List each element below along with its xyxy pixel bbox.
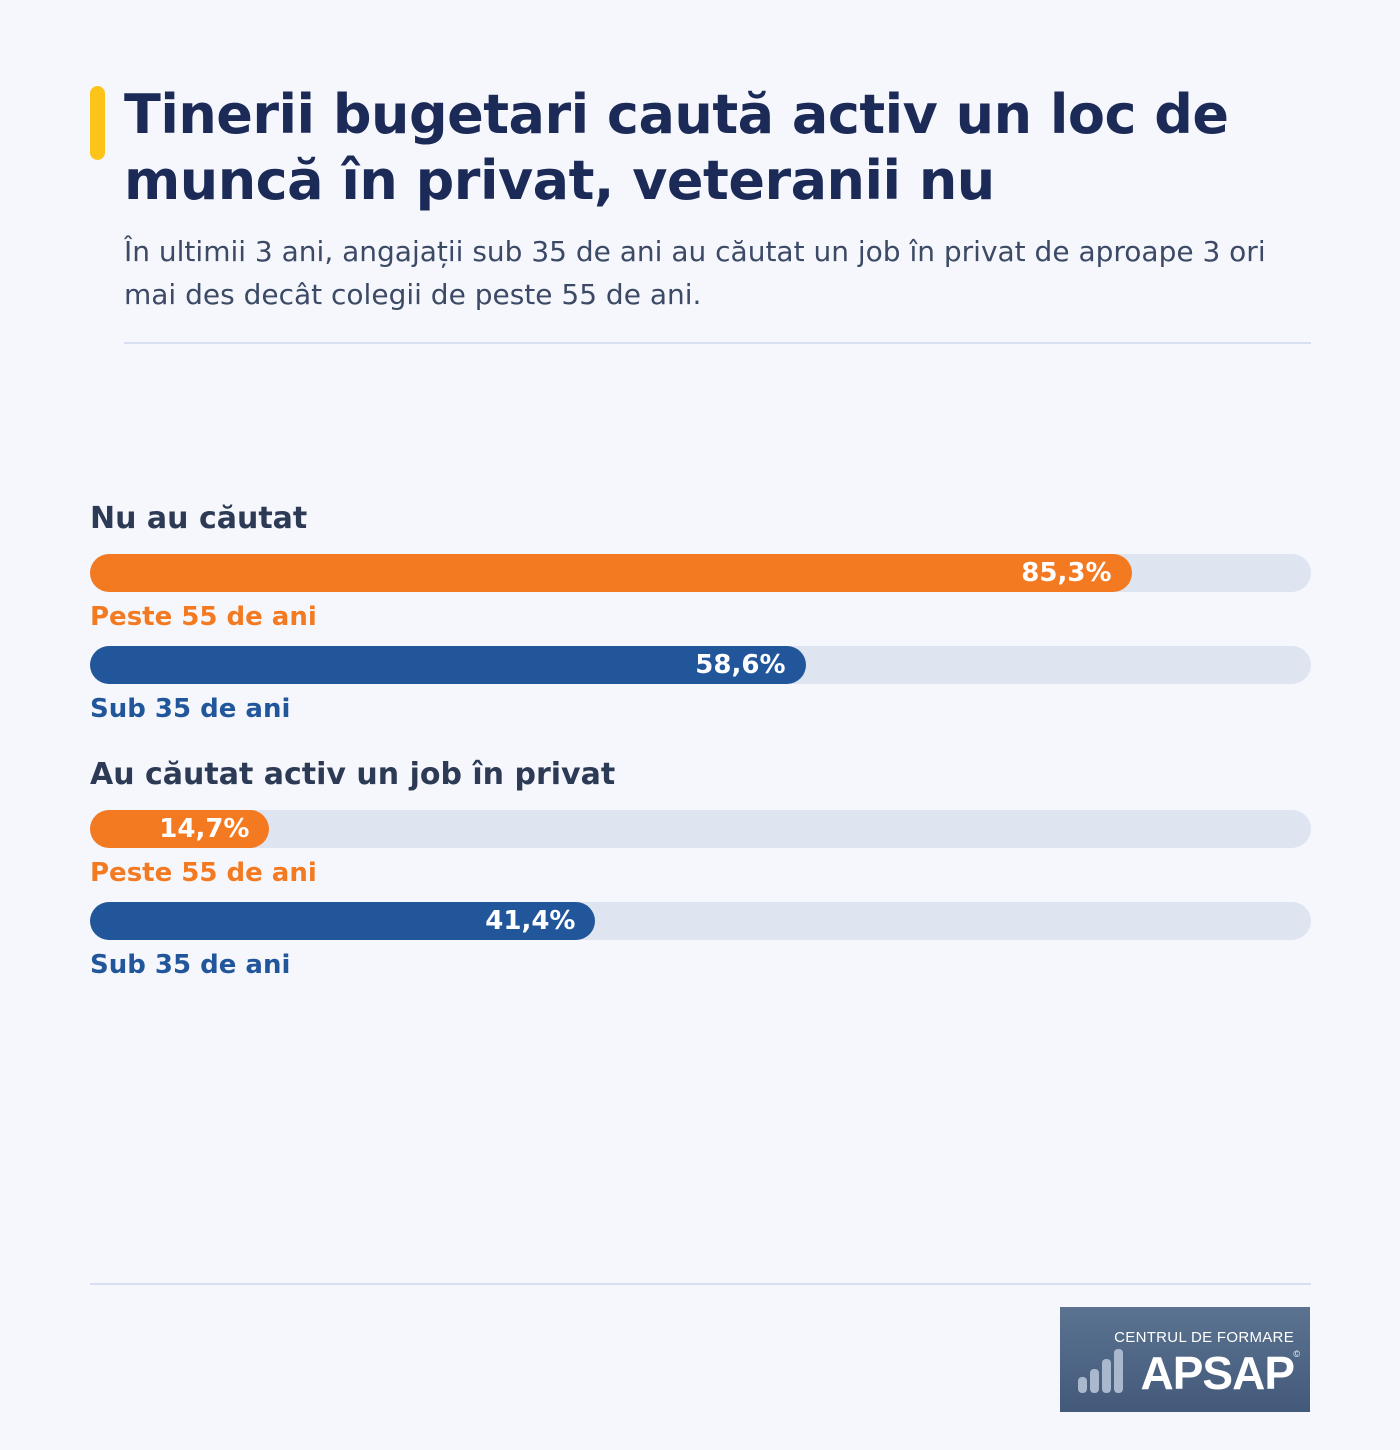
page-title: Tinerii bugetari caută activ un loc de m…: [124, 83, 1229, 212]
bar-value-label: 41,4%: [485, 906, 576, 936]
chart-group: Au căutat activ un job în privat 14,7% Pes…: [90, 756, 1311, 982]
bar-value-label: 58,6%: [695, 650, 786, 680]
bar-fill: 14,7%: [90, 810, 270, 848]
chart-group: Nu au căutat 85,3% Peste 55 de ani 58,6% Sub…: [90, 500, 1311, 726]
divider-bottom: [90, 1283, 1311, 1285]
series-label: Sub 35 de ani: [90, 950, 291, 980]
page-subtitle: În ultimii 3 ani, angajații sub 35 de an…: [124, 235, 1266, 311]
bar-track: 14,7%: [90, 810, 1311, 848]
bar-track: 41,4%: [90, 902, 1311, 940]
bar-fill: 85,3%: [90, 554, 1132, 592]
title-accent-bar: [90, 86, 105, 160]
logo-registered-mark: ©: [1293, 1349, 1300, 1359]
logo-subtitle: CENTRUL DE FORMARE: [1114, 1329, 1294, 1346]
series-label: Peste 55 de ani: [90, 858, 317, 888]
bar-chart: Nu au căutat 85,3% Peste 55 de ani 58,6% Sub…: [90, 490, 1311, 1012]
bar-value-label: 14,7%: [159, 814, 250, 844]
bar-track: 85,3%: [90, 554, 1311, 592]
apsap-logo: CENTRUL DE FORMARE APSAP ©: [1060, 1307, 1310, 1412]
bar-fill: 58,6%: [90, 646, 806, 684]
series-label: Sub 35 de ani: [90, 694, 291, 724]
group-title: Nu au căutat: [90, 501, 308, 536]
logo-name: APSAP: [1140, 1347, 1295, 1399]
bar-track: 58,6%: [90, 646, 1311, 684]
bar-fill: 41,4%: [90, 902, 596, 940]
divider-top: [124, 342, 1311, 344]
bar-value-label: 85,3%: [1021, 558, 1112, 588]
series-label: Peste 55 de ani: [90, 602, 317, 632]
bar-chart-icon: [1078, 1349, 1123, 1393]
group-title: Au căutat activ un job în privat: [90, 757, 616, 792]
